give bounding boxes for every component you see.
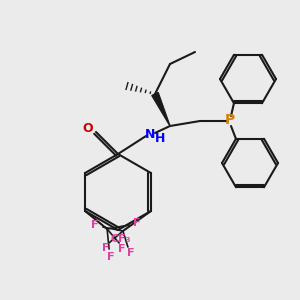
Text: P: P xyxy=(225,113,235,127)
Text: CF₃: CF₃ xyxy=(111,234,131,244)
Text: F: F xyxy=(102,243,110,253)
Polygon shape xyxy=(152,92,170,126)
Text: O: O xyxy=(83,122,93,136)
Text: F: F xyxy=(133,218,141,228)
Text: F: F xyxy=(91,220,99,230)
Text: F: F xyxy=(107,252,115,262)
Text: F: F xyxy=(127,248,135,258)
Text: H: H xyxy=(155,131,165,145)
Text: N: N xyxy=(145,128,155,140)
Text: F: F xyxy=(118,244,126,254)
